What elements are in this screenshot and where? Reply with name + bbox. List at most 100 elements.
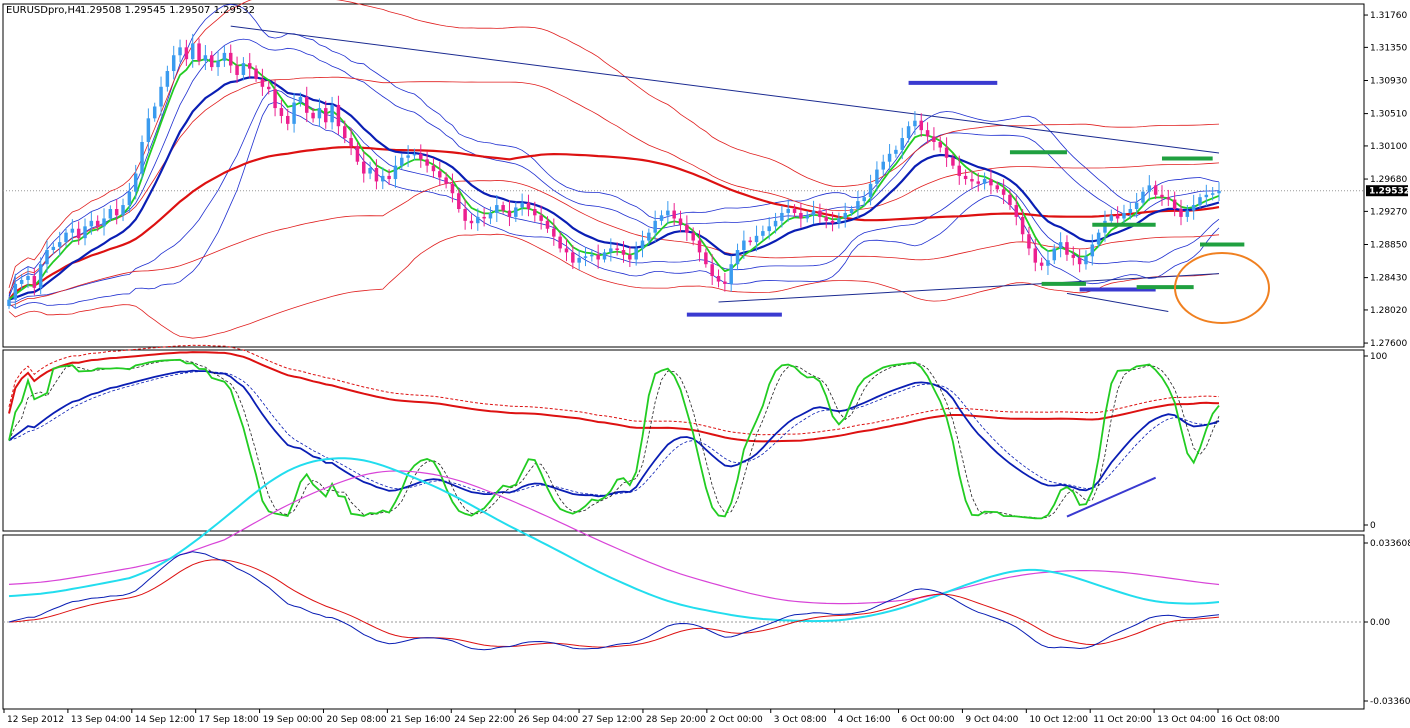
bull-candle [298, 97, 303, 103]
red-band-upper-outer [8, 0, 1220, 289]
bull-candle [634, 248, 638, 260]
bull-candle [1217, 190, 1221, 194]
macd-tick-label: 0.00 [1370, 618, 1390, 628]
stoch-tick-label: 0 [1370, 521, 1376, 531]
blue-band-upper-outer [8, 3, 1220, 296]
bear-candle [482, 216, 486, 219]
time-tick-label: 4 Oct 16:00 [838, 715, 891, 725]
macd-panel[interactable] [3, 457, 1364, 651]
bull-candle [868, 183, 873, 198]
stoch-blue-line [8, 369, 1220, 498]
bear-candle [425, 159, 429, 166]
bear-candle [1172, 199, 1177, 210]
stoch-blue-dashed [8, 370, 1220, 496]
bear-candle [1160, 194, 1164, 198]
bear-candle [571, 252, 575, 263]
bear-candle [209, 55, 214, 68]
bear-candle [501, 205, 505, 211]
bull-candle [1109, 215, 1114, 221]
bull-candle [1204, 194, 1209, 198]
bear-candle [672, 210, 676, 219]
bear-candle [336, 104, 341, 127]
bear-candle [830, 220, 835, 224]
bull-candle [45, 250, 49, 265]
stoch-k-line [8, 358, 1220, 520]
bull-candle [913, 120, 917, 127]
support-trend-line [718, 273, 1220, 303]
bear-candle [678, 218, 683, 225]
macd-main-line [8, 551, 1220, 651]
bull-candle [1210, 193, 1215, 195]
time-axis: 12 Sep 2012 13 Sep 04:00 14 Sep 12:00 17 Se… [3, 709, 1280, 725]
time-tick-label: 13 Oct 04:00 [1157, 715, 1216, 725]
bull-candle [1198, 197, 1202, 206]
bear-candle [963, 175, 968, 180]
price-panel[interactable]: EURUSDpro,H4 1.29508 1.29545 1.29507 1.2… [3, 0, 1364, 339]
bear-candle [944, 147, 949, 158]
price-tick-label: 1.28020 [1370, 306, 1407, 316]
macd-signal-line [8, 559, 1220, 648]
price-axis: 1.31760 1.31350 1.30930 1.30510 1.30100 1.296… [1364, 11, 1407, 349]
time-tick-label: 13 Sep 04:00 [71, 715, 131, 725]
bull-candle [140, 141, 144, 174]
bull-candle [856, 201, 860, 210]
bull-candle [1084, 256, 1088, 265]
bear-candle [184, 47, 189, 60]
bull-candle [900, 138, 904, 150]
stochastic-panel[interactable] [8, 344, 1220, 520]
bear-candle [247, 63, 252, 69]
bear-candle [1166, 197, 1171, 200]
price-tick-label: 1.30930 [1370, 76, 1407, 86]
bear-candle [704, 252, 708, 265]
bull-candle [520, 202, 524, 208]
bull-candle [7, 299, 11, 306]
price-tick-label: 1.30510 [1370, 110, 1407, 120]
bull-candle [1090, 244, 1095, 257]
bear-candle [628, 254, 632, 260]
bull-candle [773, 220, 778, 227]
bear-candle [355, 145, 360, 162]
bull-candle [152, 106, 157, 119]
bear-candle [919, 120, 923, 131]
bear-candle [596, 254, 600, 260]
bear-candle [305, 97, 309, 113]
bull-candle [659, 215, 664, 221]
bear-candle [1071, 254, 1076, 258]
time-tick-label: 9 Oct 04:00 [965, 715, 1018, 725]
bear-candle [419, 153, 423, 160]
price-tick-label: 1.31350 [1370, 43, 1407, 53]
bear-candle [1014, 205, 1019, 217]
bull-candle [381, 175, 385, 182]
bull-candle [1147, 185, 1152, 192]
price-tick-label: 1.27600 [1370, 339, 1407, 349]
bull-candle [121, 205, 125, 216]
bull-candle [330, 104, 334, 123]
bull-candle [488, 212, 493, 219]
bull-candle [653, 220, 657, 233]
bull-candle [70, 228, 75, 233]
macd-tick-label: -0.033608 [1370, 697, 1410, 707]
bull-candle [1052, 248, 1057, 261]
bear-candle [539, 215, 543, 221]
bear-candle [457, 193, 461, 210]
stoch-divergence-line [1066, 476, 1157, 518]
bull-candle [754, 235, 759, 243]
bear-candle [1179, 209, 1183, 217]
bull-candle [647, 232, 651, 241]
bull-candle [190, 43, 195, 60]
moving-averages [8, 57, 1220, 301]
stoch-red-dashed [8, 344, 1220, 436]
bull-candle [102, 218, 106, 227]
bull-candle [412, 153, 417, 156]
bear-candle [824, 216, 828, 221]
bull-candle [811, 210, 816, 216]
bull-candle [514, 207, 518, 217]
time-tick-label: 19 Sep 00:00 [263, 715, 323, 725]
time-tick-label: 24 Sep 22:00 [454, 715, 514, 725]
bull-candle [368, 168, 372, 174]
bull-candle [133, 173, 138, 192]
bull-candle [761, 231, 765, 236]
stoch-signal-line [8, 359, 1220, 519]
bear-candle [533, 209, 537, 216]
